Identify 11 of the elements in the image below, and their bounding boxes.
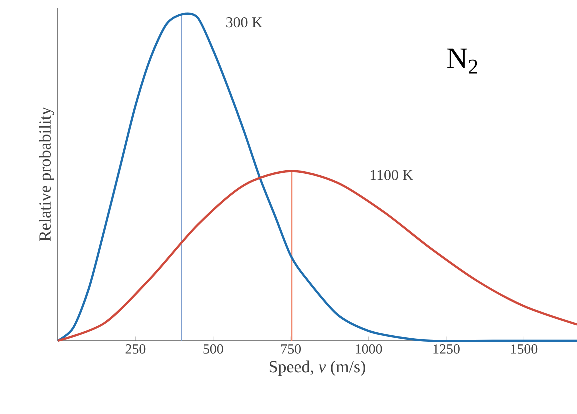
- series-label: 1100 K: [370, 170, 414, 180]
- series-label: 300 K: [226, 17, 263, 28]
- x-tick-label: 1250: [434, 344, 460, 354]
- y-axis-title: Relative probability: [39, 107, 54, 242]
- x-tick-label: 1500: [511, 344, 538, 354]
- x-tick-label: 250: [126, 344, 146, 354]
- x-tick-label: 1000: [356, 344, 382, 354]
- x-tick-label: 750: [282, 344, 302, 354]
- annotation: N$_{2}$: [447, 48, 478, 74]
- x-axis-title: Speed, v (m/s): [270, 360, 366, 376]
- x-tick-label: 500: [204, 344, 224, 354]
